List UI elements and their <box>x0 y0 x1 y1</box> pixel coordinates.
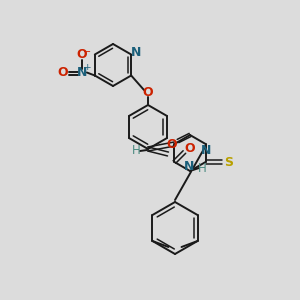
Text: +: + <box>83 63 91 72</box>
Text: O: O <box>143 86 153 100</box>
Text: H: H <box>198 161 206 175</box>
Text: H: H <box>132 145 140 158</box>
Text: N: N <box>200 143 211 157</box>
Text: N: N <box>76 66 87 79</box>
Text: N: N <box>184 160 194 172</box>
Text: O: O <box>167 137 177 151</box>
Text: −: − <box>83 46 91 56</box>
Text: O: O <box>58 66 68 79</box>
Text: S: S <box>224 155 233 169</box>
Text: O: O <box>76 48 87 61</box>
Text: O: O <box>184 142 195 154</box>
Text: N: N <box>131 46 141 59</box>
